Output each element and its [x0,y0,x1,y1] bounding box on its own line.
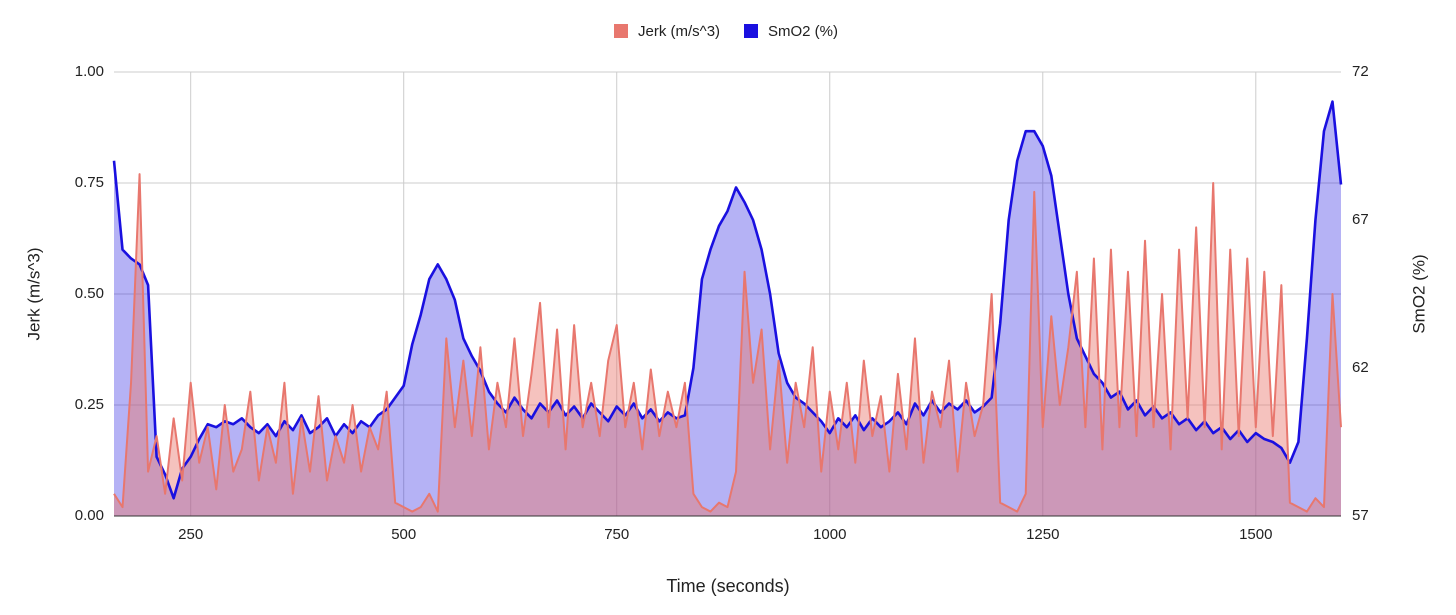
y2-tick-label: 72 [1352,63,1369,80]
x-tick-label: 250 [178,526,203,543]
x-tick-label: 1500 [1239,526,1272,543]
y-tick-label: 0.75 [75,174,104,191]
y2-tick-label: 62 [1352,359,1369,376]
series-area [114,174,1341,516]
y-tick-label: 1.00 [75,63,104,80]
y2-tick-label: 67 [1352,211,1369,228]
legend-label: SmO2 (%) [768,23,838,40]
y-tick-label: 0.50 [75,285,104,302]
x-tick-label: 500 [391,526,416,543]
legend-swatch [614,24,628,38]
x-tick-label: 1000 [813,526,846,543]
y-tick-label: 0.25 [75,396,104,413]
x-tick-label: 1250 [1026,526,1059,543]
legend-label: Jerk (m/s^3) [638,23,720,40]
y2-tick-label: 57 [1352,507,1369,524]
series-line [113,173,1342,513]
y-axis-title: Jerk (m/s^3) [24,248,43,341]
legend-swatch [744,24,758,38]
y2-axis-title: SmO2 (%) [1409,254,1428,333]
x-tick-label: 750 [604,526,629,543]
y-tick-label: 0.00 [75,507,104,524]
series-line [112,100,1343,500]
x-axis-title: Time (seconds) [666,576,789,596]
